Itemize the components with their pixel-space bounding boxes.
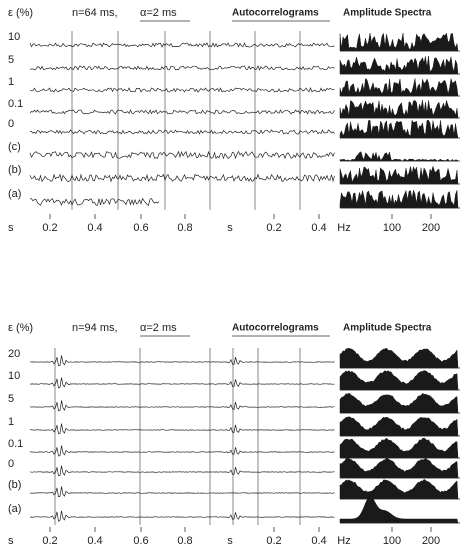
spectrum	[339, 392, 459, 414]
axis-label: 100	[383, 535, 401, 547]
trace	[29, 400, 335, 412]
header-label: ε (%)	[8, 7, 33, 19]
row-label: 1	[8, 416, 14, 428]
spectrum	[339, 165, 459, 185]
row-label: 0.1	[8, 438, 23, 450]
axis-label: Hz	[337, 535, 350, 547]
trace	[29, 173, 335, 183]
axis-label: 0.8	[177, 535, 192, 547]
spectrum	[339, 119, 459, 139]
trace	[29, 65, 335, 71]
row-label: (a)	[8, 188, 21, 200]
spectrum	[339, 437, 459, 459]
spectrum	[339, 100, 459, 119]
axis-label: 200	[422, 535, 440, 547]
row-label: 20	[8, 348, 20, 360]
trace	[30, 445, 335, 457]
spectrum	[339, 416, 459, 437]
axis-label: s	[227, 222, 233, 234]
trace	[29, 197, 160, 206]
axis-label: 0.2	[42, 535, 57, 547]
axis-label: s	[227, 535, 233, 547]
axis-label: s	[8, 535, 14, 547]
spectrum	[339, 78, 459, 97]
header-label: Amplitude Spectra	[343, 323, 432, 334]
axis-label: 100	[383, 222, 401, 234]
axis-label: 0.4	[87, 535, 102, 547]
row-label: 10	[8, 370, 20, 382]
row-label: (b)	[8, 164, 21, 176]
trace	[29, 87, 335, 93]
row-label: 0.1	[8, 98, 23, 110]
trace	[29, 42, 335, 48]
row-label: 10	[8, 31, 20, 43]
trace	[29, 150, 335, 160]
trace	[29, 423, 335, 435]
trace	[29, 355, 335, 367]
row-label: (a)	[8, 503, 21, 515]
spectrum	[339, 56, 459, 75]
header-label: Autocorrelograms	[232, 323, 319, 334]
row-label: 1	[8, 76, 14, 88]
trace	[29, 129, 335, 135]
spectrum	[339, 478, 459, 500]
axis-label: 0.4	[311, 222, 326, 234]
axis-label: 0.2	[266, 222, 281, 234]
header-label: ε (%)	[8, 322, 33, 334]
trace	[29, 465, 335, 477]
spectrum	[339, 32, 459, 52]
header-label: Amplitude Spectra	[343, 8, 432, 19]
spectrum	[339, 151, 459, 162]
trace	[29, 109, 335, 115]
axis-label: 0.6	[133, 535, 148, 547]
axis-label: 0.2	[266, 535, 281, 547]
axis-label: Hz	[337, 222, 350, 234]
header-label: α=2 ms	[140, 7, 177, 19]
trace	[29, 486, 335, 498]
axis-label: 0.4	[311, 535, 326, 547]
axis-label: 200	[422, 222, 440, 234]
header-label: α=2 ms	[140, 322, 177, 334]
spectrum	[339, 370, 459, 391]
row-label: 0	[8, 118, 14, 130]
header-label: n=94 ms,	[72, 322, 118, 334]
spectrum	[339, 457, 459, 479]
trace	[29, 510, 335, 522]
row-label: (c)	[8, 141, 21, 153]
row-label: (b)	[8, 479, 21, 491]
spectrum	[339, 496, 459, 524]
axis-label: s	[8, 222, 14, 234]
header-label: n=64 ms,	[72, 7, 118, 19]
trace	[29, 377, 335, 389]
axis-label: 0.4	[87, 222, 102, 234]
spectrum	[339, 189, 459, 209]
header-label: Autocorrelograms	[232, 8, 319, 19]
axis-label: 0.6	[133, 222, 148, 234]
axis-label: 0.8	[177, 222, 192, 234]
row-label: 0	[8, 458, 14, 470]
row-label: 5	[8, 393, 14, 405]
spectrum	[339, 347, 459, 369]
row-label: 5	[8, 54, 14, 66]
axis-label: 0.2	[42, 222, 57, 234]
